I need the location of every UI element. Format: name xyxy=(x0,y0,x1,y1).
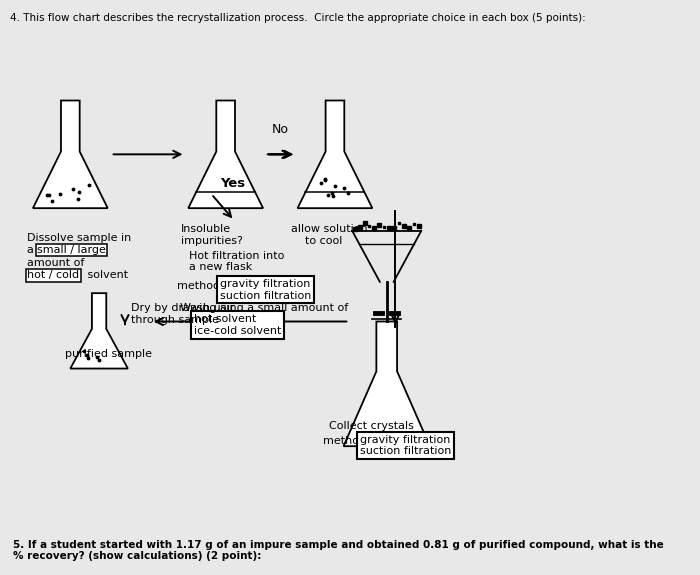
Text: Yes: Yes xyxy=(220,177,245,190)
Text: purified sample: purified sample xyxy=(64,348,152,359)
Text: Insoluble
impurities?: Insoluble impurities? xyxy=(181,224,243,246)
Text: method:: method: xyxy=(323,436,370,446)
Text: No: No xyxy=(272,122,289,136)
Text: Dissolve sample in: Dissolve sample in xyxy=(27,233,132,243)
Text: Dry by drawing air
through sample: Dry by drawing air through sample xyxy=(131,304,234,325)
Text: hot / cold: hot / cold xyxy=(27,270,79,281)
Text: method:: method: xyxy=(177,281,223,291)
Text: 5. If a student started with 1.17 g of an impure sample and obtained 0.81 g of p: 5. If a student started with 1.17 g of a… xyxy=(13,540,664,561)
Text: 4. This flow chart describes the recrystallization process.  Circle the appropri: 4. This flow chart describes the recryst… xyxy=(10,13,586,22)
Text: gravity filtration
suction filtration: gravity filtration suction filtration xyxy=(360,435,451,457)
Text: Collect crystals: Collect crystals xyxy=(329,421,414,431)
Text: Wash using a small amount of: Wash using a small amount of xyxy=(180,304,348,313)
Text: Hot filtration into
a new flask: Hot filtration into a new flask xyxy=(190,251,285,273)
Text: hot solvent
ice-cold solvent: hot solvent ice-cold solvent xyxy=(194,314,281,336)
Text: solvent: solvent xyxy=(83,270,127,281)
Text: small / large: small / large xyxy=(37,245,106,255)
Polygon shape xyxy=(298,101,372,208)
Text: amount of: amount of xyxy=(27,258,85,268)
Text: allow solution
    to cool: allow solution to cool xyxy=(290,224,368,246)
Polygon shape xyxy=(188,101,263,208)
Polygon shape xyxy=(33,101,108,208)
Text: a: a xyxy=(27,245,38,255)
Polygon shape xyxy=(344,321,430,446)
Text: gravity filtration
suction filtration: gravity filtration suction filtration xyxy=(220,279,312,301)
Polygon shape xyxy=(70,293,128,369)
